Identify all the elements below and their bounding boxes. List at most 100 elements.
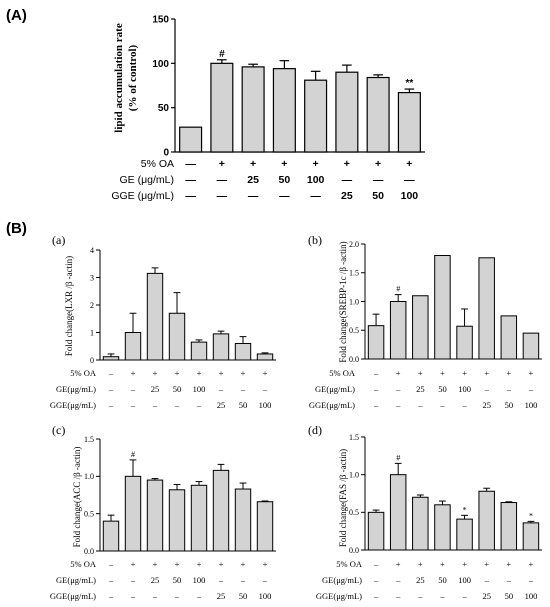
panel-b-b-table-cell: – — [528, 384, 534, 394]
panel-b-d-table-cell: 25 — [482, 591, 491, 601]
panel-b-b-bar — [500, 315, 518, 360]
panel-b-d-table-cell: + — [484, 559, 489, 569]
panel-a-table-cell: 50 — [279, 174, 291, 186]
panel-a-bar — [335, 71, 359, 153]
panel-b-b-table-cell: 25 — [482, 400, 491, 410]
panel-b-c-table-row-label: 5% OA — [70, 559, 97, 569]
panel-a-table-cell: 25 — [247, 174, 259, 186]
panel-b-c-table-cell: – — [218, 575, 224, 585]
panel-a-table-cell: + — [344, 158, 350, 170]
panel-b-d-bar — [500, 502, 518, 551]
panel-b-d-bar — [478, 490, 495, 551]
panel-b-a-chart: (a) Fold change(LXR /β -actin) 0 1 2 3 4 — [52, 233, 276, 365]
panel-b-a-bar — [190, 341, 208, 361]
panel-b-a-bar — [146, 272, 164, 361]
panel-b-a-table-row-label: 5% OA — [70, 368, 97, 378]
panel-b-d-table-cell: – — [373, 591, 379, 601]
panel-a-table-cell: — — [185, 190, 196, 202]
panel-b-a-ytick-label: 0 — [90, 356, 94, 365]
panel-b-d-table-cell: + — [462, 559, 467, 569]
panel-b-b-ylabel: Fold change(SREBP-1c /β -actin) — [338, 241, 348, 362]
panel-b-d-bar — [412, 496, 429, 551]
panel-a-table-cell: — — [217, 190, 228, 202]
panel-b-d-ytick-label: 1.0 — [349, 470, 359, 479]
panel-b-a-treatment-table: 5% OA – + + + + + + + GE(μg/mL) – – 25 50 100 – – – GGE(μg… — [50, 368, 271, 410]
panel-b-b-bar — [412, 295, 429, 360]
panel-b-d-table-cell: – — [373, 575, 379, 585]
panel-b-b-table-cell: + — [506, 368, 511, 378]
panel-b-c-ytick-label: 1.0 — [84, 472, 94, 481]
panel-b-b-bar — [389, 301, 407, 360]
panel-b-c-table-row-label: GE(μg/mL) — [56, 575, 96, 585]
panel-a-table-cell: — — [279, 190, 290, 202]
panel-b-d-table-row-label: 5% OA — [336, 559, 363, 569]
panel-a-significance-marker: # — [219, 49, 225, 60]
panel-b-c-table-cell: 50 — [239, 591, 248, 601]
panel-b-d-treatment-table: 5% OA – + + + + + + +GE(μg/mL) – –25 50 100– – –GGE(μg… — [316, 559, 537, 601]
panel-b-c-table-cell: + — [175, 559, 180, 569]
panel-b-a-bar — [212, 333, 230, 361]
panel-b-b-bar — [367, 325, 385, 360]
panel-b-a-bar — [256, 353, 274, 361]
panel-b-a-table-cell: 25 — [151, 384, 160, 394]
panel-b-a-table-cell: – — [130, 400, 136, 410]
panel-b-d-table-cell: – — [417, 591, 423, 601]
panel-b-b-ytick-label: 0.0 — [349, 355, 359, 364]
panel-a-table-row-label: GE (μg/mL) — [120, 174, 174, 186]
panel-a-table-cell: 25 — [341, 190, 353, 202]
panel-a-bar — [304, 79, 328, 153]
panel-b-a-table-cell: + — [175, 368, 180, 378]
panel-b-c-table-cell: – — [152, 591, 158, 601]
panel-a-table-cell: — — [248, 190, 259, 202]
panel-b-c-table-cell: + — [153, 559, 158, 569]
panel-b-b-table-cell: 100 — [458, 384, 471, 394]
panel-b-a-table-cell: + — [153, 368, 158, 378]
panel-a-table-cell: + — [375, 158, 381, 170]
panel-b-b-table-row-label: GE(μg/mL) — [315, 384, 355, 394]
panel-b-b-table-cell: – — [439, 400, 445, 410]
panel-b-b-table-cell: 100 — [525, 400, 538, 410]
panel-a-table-cell: 100 — [401, 190, 419, 202]
panel-a-table-cell: 100 — [307, 174, 325, 186]
panel-b-a-table-cell: 50 — [239, 400, 248, 410]
panel-b-d-ytick-label: 0.0 — [349, 546, 359, 555]
panel-b-d-table-cell: – — [461, 591, 467, 601]
panel-b-d-table-cell: + — [529, 559, 534, 569]
panel-b-label: (B) — [6, 220, 27, 237]
panel-b-a-table-cell: – — [174, 400, 180, 410]
panel-a-ylabel-line2: (% of control) — [127, 44, 139, 111]
panel-b-c-table-cell: – — [130, 575, 136, 585]
panel-b-c-table-cell: – — [196, 591, 202, 601]
panel-a-table-cell: — — [373, 174, 384, 186]
panel-b-c-table-cell: – — [174, 591, 180, 601]
panel-b-c-table-cell: + — [131, 559, 136, 569]
panel-b-c-bar — [190, 484, 208, 552]
panel-a-ytick-label: 0 — [163, 148, 169, 159]
panel-b-d-label: (d) — [308, 423, 322, 437]
panel-b-b-table-row-label: 5% OA — [329, 368, 356, 378]
panel-b-c-ytick-label: 0.0 — [84, 547, 94, 556]
panel-a-chart: lipid accumulation rate (% of control) 0… — [113, 15, 425, 159]
panel-b-a-table-cell: 100 — [259, 400, 272, 410]
panel-b-b-ytick-label: 1.5 — [349, 269, 359, 278]
panel-b-d-significance-marker: * — [463, 505, 467, 514]
panel-b-c-significance-marker: # — [131, 450, 135, 459]
panel-b-a-table-cell: – — [240, 384, 246, 394]
panel-b-c-ytick-label: 0.5 — [84, 509, 94, 518]
panel-b-c-table-cell: + — [241, 559, 246, 569]
panel-b-b-table-cell: – — [484, 384, 490, 394]
panel-b-d-table-cell: – — [484, 575, 490, 585]
panel-b-a-table-cell: 50 — [173, 384, 182, 394]
panel-b-c-table-cell: – — [240, 575, 246, 585]
panel-b-c-bar — [102, 520, 120, 552]
panel-b-a-table-cell: – — [108, 400, 114, 410]
panel-b-a-table-cell: + — [219, 368, 224, 378]
panel-b-c-table-cell: 25 — [151, 575, 160, 585]
panel-b-b-table-cell: + — [462, 368, 467, 378]
panel-a-bar — [179, 126, 203, 153]
panel-b-b-bar — [456, 325, 473, 360]
panel-b-a-table-cell: + — [197, 368, 202, 378]
panel-b-d-bar — [456, 518, 473, 551]
panel-b-b-table-cell: + — [440, 368, 445, 378]
